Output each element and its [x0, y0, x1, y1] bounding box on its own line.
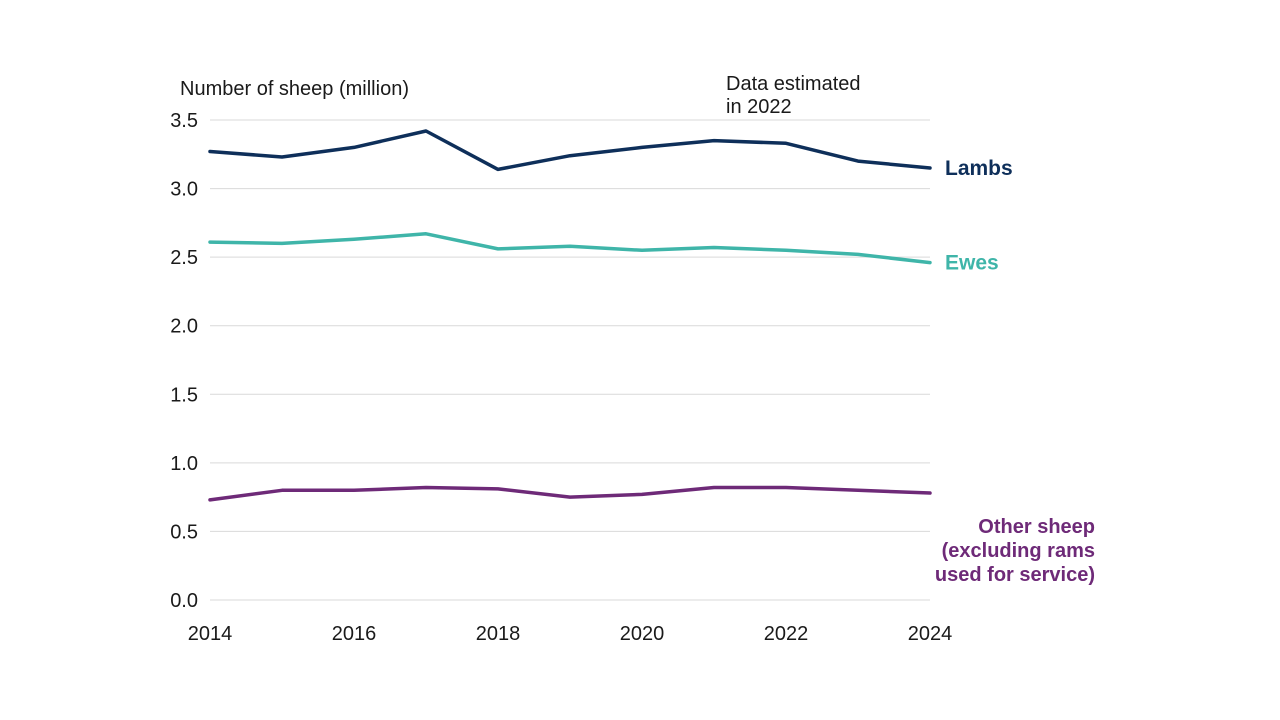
y-tick-label: 2.0 — [170, 316, 198, 338]
y-tick-label: 0.0 — [170, 590, 198, 612]
y-tick-label: 3.5 — [170, 110, 198, 132]
series-label-lambs: Lambs — [945, 157, 1013, 180]
x-tick-label: 2014 — [188, 623, 233, 645]
y-tick-label: 3.0 — [170, 179, 198, 201]
y-tick-label: 2.5 — [170, 247, 198, 269]
y-tick-label: 1.5 — [170, 384, 198, 406]
series-label-ewes: Ewes — [945, 252, 999, 275]
x-tick-label: 2016 — [332, 623, 377, 645]
y-tick-label: 0.5 — [170, 521, 198, 543]
x-tick-label: 2024 — [908, 623, 953, 645]
sheep-line-chart: 0.0 0.5 1.0 1.5 2.0 2.5 3.0 3.5 Number of sheep … — [0, 0, 1280, 720]
y-tick-label: 1.0 — [170, 453, 198, 475]
x-tick-label: 2018 — [476, 623, 521, 645]
x-tick-label: 2020 — [620, 623, 665, 645]
y-axis-title: Number of sheep (million) — [180, 78, 409, 100]
x-tick-label: 2022 — [764, 623, 809, 645]
